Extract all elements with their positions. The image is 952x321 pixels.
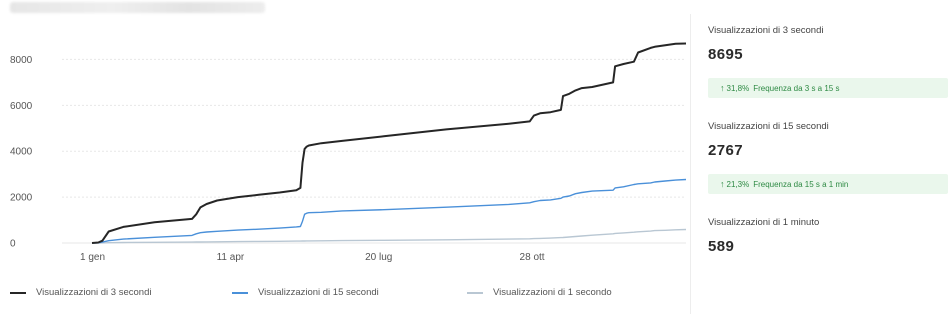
- rate-badge-15s-1m: ↑ 21,3% Frequenza da 15 s a 1 min: [708, 174, 948, 194]
- chart-svg: 0 2000 4000 6000 8000 1 gen 11 apr 20 lug 28 ott: [10, 42, 687, 263]
- y-tick-label: 0: [10, 239, 16, 250]
- legend-swatch-1m: [467, 292, 483, 294]
- retention-line-chart: 0 2000 4000 6000 8000 1 gen 11 apr 20 lug 28 ott: [0, 25, 690, 270]
- rate-15s-1m-value: 21,3%: [726, 179, 750, 189]
- chart-legend: Visualizzazioni di 3 secondi Visualizzaz…: [10, 286, 680, 320]
- metric-3s-label: Visualizzazioni di 3 secondi: [708, 25, 824, 36]
- x-tick-label: 11 apr: [217, 252, 245, 263]
- rate-badge-3s-15s: ↑ 31,8% Frequenza da 3 s a 15 s: [708, 78, 948, 98]
- y-tick-label: 8000: [10, 55, 33, 66]
- y-tick-label: 6000: [10, 101, 33, 112]
- x-tick-label: 20 lug: [365, 252, 392, 263]
- legend-item-1m[interactable]: Visualizzazioni di 1 secondo: [467, 286, 623, 299]
- arrow-up-icon: ↑: [720, 83, 725, 93]
- series-line-3s: [91, 42, 687, 244]
- metric-15s-label: Visualizzazioni di 15 secondi: [708, 121, 829, 132]
- y-tick-label: 2000: [10, 193, 33, 204]
- legend-label-1m: Visualizzazioni di 1 secondo: [493, 287, 612, 298]
- legend-item-15s[interactable]: Visualizzazioni di 15 secondi: [232, 286, 388, 299]
- blurred-card-title: [10, 2, 265, 13]
- rate-3s-15s-label: Frequenza da 3 s a 15 s: [753, 83, 840, 93]
- panel-divider: [690, 14, 691, 314]
- legend-label-3s: Visualizzazioni di 3 secondi: [36, 287, 152, 298]
- x-tick-label: 1 gen: [80, 252, 105, 263]
- legend-swatch-3s: [10, 292, 26, 294]
- series-line-15s: [91, 178, 687, 244]
- legend-item-3s[interactable]: Visualizzazioni di 3 secondi: [10, 286, 166, 299]
- metric-15s-value: 2767: [708, 142, 743, 159]
- legend-swatch-15s: [232, 292, 248, 294]
- rate-3s-15s-value: 31,8%: [726, 83, 750, 93]
- metric-1m-value: 589: [708, 238, 735, 255]
- metrics-panel: Visualizzazioni di 3 secondi 8695 ↑ 31,8…: [708, 24, 948, 258]
- legend-label-15s: Visualizzazioni di 15 secondi: [258, 287, 379, 298]
- x-tick-label: 28 ott: [520, 252, 545, 263]
- arrow-up-icon: ↑: [720, 179, 725, 189]
- metric-3s-value: 8695: [708, 46, 743, 63]
- series-line-1m: [92, 228, 687, 244]
- y-tick-label: 4000: [10, 147, 33, 158]
- rate-15s-1m-label: Frequenza da 15 s a 1 min: [753, 179, 849, 189]
- metric-1m-label: Visualizzazioni di 1 minuto: [708, 217, 820, 228]
